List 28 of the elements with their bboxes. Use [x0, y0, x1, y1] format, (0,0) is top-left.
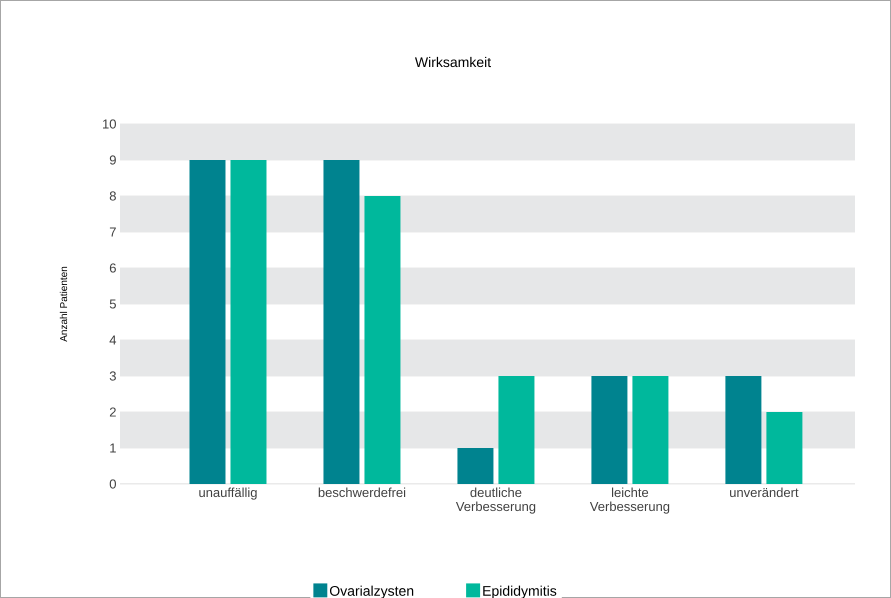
bar	[498, 376, 534, 484]
y-tick-label: 0	[110, 479, 116, 489]
bar	[632, 376, 668, 484]
bar	[230, 160, 266, 484]
bar	[766, 412, 802, 484]
x-tick-label: deutliche Verbesserung	[456, 488, 536, 514]
bar	[323, 160, 360, 484]
y-tick-label: 9	[110, 155, 116, 165]
y-tick-label: 1	[110, 444, 116, 452]
bar	[457, 448, 494, 484]
bar	[591, 376, 628, 484]
x-tick-label: unauffällig	[199, 488, 257, 500]
x-tick-label: leichte Verbesserung	[590, 488, 670, 514]
y-tick-label: 5	[110, 299, 116, 309]
y-tick-label: 8	[110, 191, 116, 201]
y-tick-label: 6	[110, 263, 116, 273]
chart-title: Wirksamkeit	[414, 56, 492, 68]
y-tick-label: 2	[110, 407, 116, 417]
x-tick-label: beschwerdefrei	[318, 488, 406, 498]
bar	[364, 196, 400, 484]
bar	[725, 376, 762, 484]
bar	[189, 160, 226, 484]
y-tick-label: 3	[110, 371, 116, 381]
y-axis-title: Anzahl Patienten	[60, 266, 68, 342]
y-tick-label: 7	[110, 228, 116, 236]
y-tick-label: 4	[110, 336, 116, 344]
y-tick-label: 10	[103, 119, 116, 129]
x-tick-label: unverändert	[730, 488, 798, 498]
